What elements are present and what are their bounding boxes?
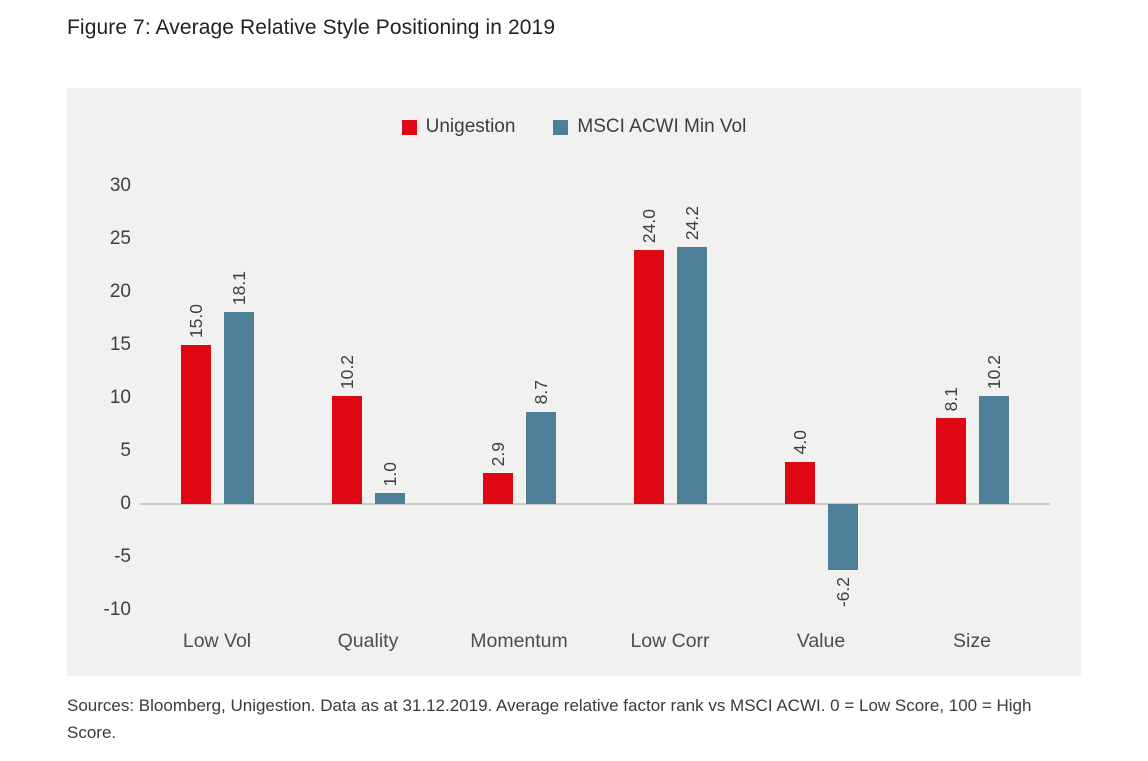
bar-value-label: 8.7 bbox=[530, 380, 551, 405]
y-tick-label: -5 bbox=[114, 546, 131, 567]
bar-value-label: 8.1 bbox=[940, 386, 961, 412]
bar-unigestion bbox=[331, 395, 362, 504]
y-tick-label: 0 bbox=[120, 493, 131, 514]
y-tick-label: 10 bbox=[109, 387, 131, 408]
x-category-label: Size bbox=[953, 630, 991, 652]
y-tick-label: 5 bbox=[120, 440, 131, 461]
bar-value-label: 10.2 bbox=[336, 354, 357, 389]
zero-axis-line bbox=[140, 503, 1050, 505]
bar-value-label: 1.0 bbox=[379, 462, 400, 487]
legend-swatch bbox=[553, 119, 569, 135]
bar-value-label: 18.1 bbox=[228, 271, 249, 306]
y-tick-label: 20 bbox=[109, 281, 131, 302]
plot-area: 30 25 20 15 10 5 0 -5 -10 15.0 18.1 Low Vol 10.2 1.0 Q… bbox=[67, 88, 1081, 676]
legend-label: Unigestion bbox=[425, 116, 516, 137]
y-tick-label: 15 bbox=[109, 334, 131, 355]
x-category-label: Momentum bbox=[470, 630, 568, 652]
y-tick-label: 25 bbox=[109, 228, 131, 249]
bar-value-label: 10.2 bbox=[983, 354, 1004, 389]
bar-value-label: 2.9 bbox=[487, 441, 508, 467]
x-category-label: Low Corr bbox=[630, 630, 710, 652]
bar-unigestion bbox=[935, 418, 966, 504]
bar-value-label: 15.0 bbox=[185, 303, 206, 338]
bar-msci-acwi-min-vol bbox=[676, 247, 707, 504]
bar-value-label: 24.2 bbox=[681, 206, 702, 241]
y-tick-label: -10 bbox=[103, 599, 131, 620]
chart-legend: Unigestion MSCI ACWI Min Vol bbox=[67, 116, 1081, 138]
figure-title: Figure 7: Average Relative Style Positio… bbox=[67, 16, 556, 39]
bar-msci-acwi-min-vol bbox=[827, 504, 858, 570]
bar-unigestion bbox=[482, 473, 513, 504]
chart-panel: Unigestion MSCI ACWI Min Vol 30 25 20 15 10 5 0… bbox=[67, 88, 1081, 676]
bar-msci-acwi-min-vol bbox=[374, 493, 405, 504]
y-tick-label: 30 bbox=[109, 175, 131, 196]
bar-msci-acwi-min-vol bbox=[525, 411, 556, 504]
legend-label: MSCI ACWI Min Vol bbox=[577, 116, 747, 137]
bar-unigestion bbox=[180, 345, 211, 504]
legend-item: Unigestion bbox=[401, 116, 516, 138]
x-category-label: Low Vol bbox=[182, 630, 252, 652]
bar-unigestion bbox=[784, 461, 815, 504]
bar-value-label: 24.0 bbox=[638, 208, 659, 243]
bar-msci-acwi-min-vol bbox=[978, 395, 1009, 504]
bar-unigestion bbox=[633, 249, 664, 504]
bar-msci-acwi-min-vol bbox=[223, 312, 254, 504]
bar-value-label: 4.0 bbox=[789, 430, 810, 455]
legend-item: MSCI ACWI Min Vol bbox=[553, 116, 746, 138]
x-category-label: Quality bbox=[337, 630, 399, 652]
bar-value-label: -6.2 bbox=[832, 576, 853, 607]
legend-swatch bbox=[401, 119, 417, 135]
source-note: Sources: Bloomberg, Unigestion. Data as … bbox=[67, 696, 1032, 742]
x-category-label: Value bbox=[796, 630, 846, 652]
